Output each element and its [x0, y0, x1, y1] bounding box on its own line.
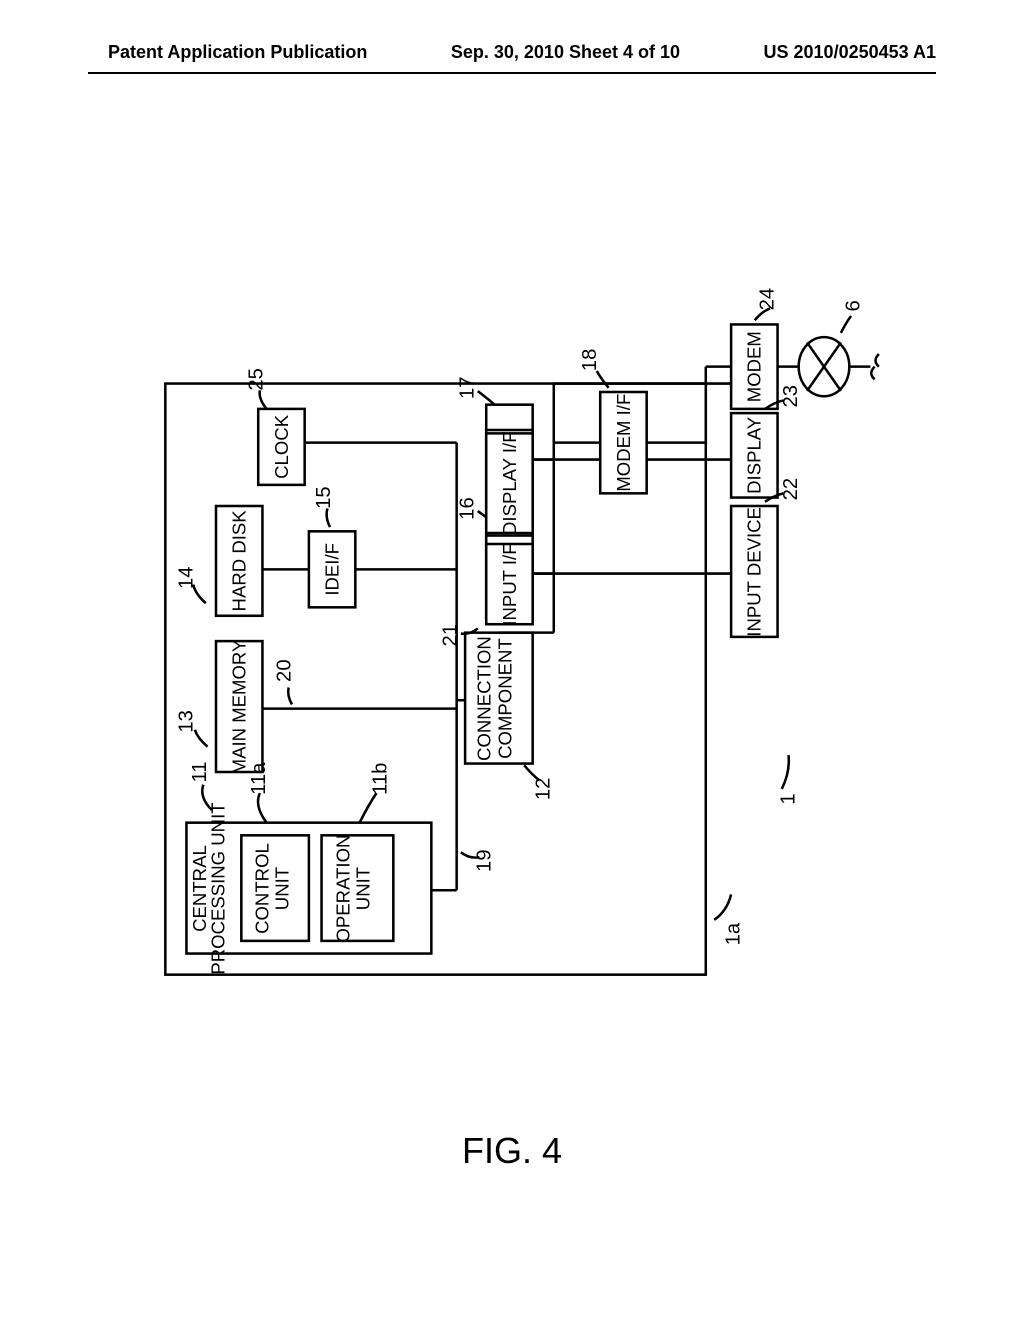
svg-text:11a: 11a — [248, 762, 270, 795]
lead-1a — [714, 894, 731, 919]
svg-text:UNIT: UNIT — [272, 867, 293, 910]
svg-text:23: 23 — [780, 385, 802, 408]
svg-text:DISPLAY I/F: DISPLAY I/F — [499, 431, 520, 535]
figure-frame: CENTRAL PROCESSING UNIT CONTROL UNIT OPE… — [140, 180, 900, 1060]
svg-text:11b: 11b — [370, 763, 392, 795]
net-wave2 — [876, 354, 879, 367]
svg-text:HARD DISK: HARD DISK — [229, 510, 250, 612]
svg-text:21: 21 — [440, 624, 462, 647]
lead-25 — [260, 390, 267, 409]
svg-text:15: 15 — [313, 486, 335, 509]
svg-text:OPERATION: OPERATION — [332, 835, 353, 943]
svg-text:24: 24 — [756, 288, 778, 311]
svg-text:1: 1 — [777, 793, 799, 804]
svg-text:25: 25 — [245, 368, 267, 391]
svg-text:PROCESSING UNIT: PROCESSING UNIT — [207, 802, 228, 974]
svg-text:CLOCK: CLOCK — [271, 414, 292, 479]
svg-text:INPUT DEVICE: INPUT DEVICE — [744, 507, 765, 637]
svg-text:18: 18 — [579, 349, 601, 372]
lead-17 — [478, 391, 495, 405]
svg-text:MODEM I/F: MODEM I/F — [613, 394, 634, 492]
header-left: Patent Application Publication — [108, 42, 367, 63]
svg-text:COMPONENT: COMPONENT — [495, 638, 516, 759]
svg-text:UNIT: UNIT — [353, 867, 374, 910]
svg-text:13: 13 — [175, 710, 197, 733]
lead-11b — [360, 793, 377, 823]
svg-text:11: 11 — [189, 761, 211, 782]
svg-text:14: 14 — [175, 567, 197, 590]
header-right: US 2010/0250453 A1 — [764, 42, 936, 63]
header-center: Sep. 30, 2010 Sheet 4 of 10 — [451, 42, 680, 63]
lead-18 — [597, 371, 609, 388]
svg-text:CONTROL: CONTROL — [251, 843, 272, 934]
svg-text:IDEI/F: IDEI/F — [321, 543, 342, 596]
svg-text:20: 20 — [273, 659, 295, 682]
svg-text:17: 17 — [457, 377, 479, 400]
labels: CENTRAL PROCESSING UNIT CONTROL UNIT OPE… — [189, 331, 765, 975]
lead-15 — [327, 509, 330, 528]
block-diagram: CENTRAL PROCESSING UNIT CONTROL UNIT OPE… — [80, 240, 960, 1000]
svg-text:MODEM: MODEM — [744, 331, 765, 402]
svg-text:12: 12 — [533, 778, 555, 801]
svg-text:CONNECTION: CONNECTION — [473, 636, 494, 761]
header-rule — [88, 72, 936, 74]
page-header: Patent Application Publication Sep. 30, … — [0, 42, 1024, 63]
svg-text:INPUT I/F: INPUT I/F — [499, 543, 520, 625]
net-wave1 — [871, 367, 874, 380]
svg-text:16: 16 — [457, 497, 479, 520]
svg-text:22: 22 — [780, 478, 802, 501]
lead-20 — [288, 688, 292, 705]
lead-11a — [258, 793, 267, 823]
svg-text:1a: 1a — [723, 922, 745, 945]
svg-text:19: 19 — [473, 849, 495, 872]
lead-6 — [841, 316, 851, 333]
svg-text:6: 6 — [842, 300, 864, 311]
svg-text:DISPLAY: DISPLAY — [744, 417, 765, 494]
svg-text:MAIN MEMORY: MAIN MEMORY — [229, 640, 250, 775]
lead-1 — [782, 755, 789, 789]
figure-label: FIG. 4 — [0, 1130, 1024, 1172]
